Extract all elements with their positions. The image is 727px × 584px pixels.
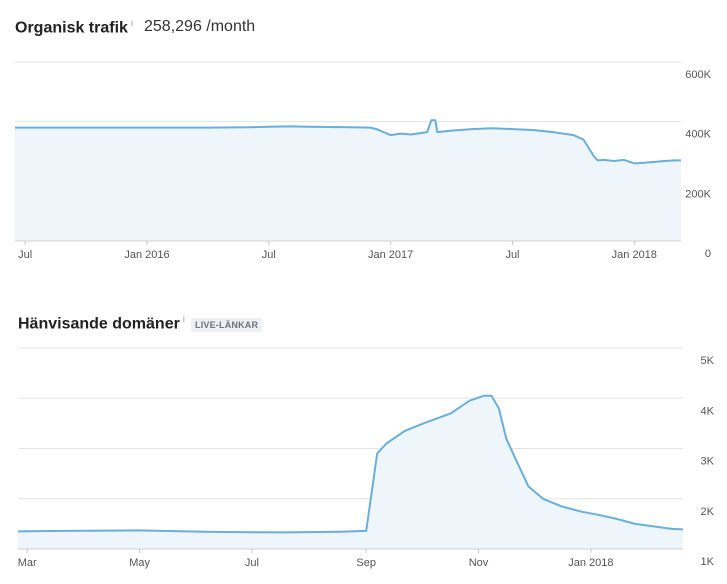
traffic-y-tick-label: 0	[705, 248, 711, 260]
traffic-line[interactable]	[15, 119, 681, 165]
traffic-x-tick-label: Jul	[262, 249, 276, 261]
domains-info-icon[interactable]: i	[182, 314, 185, 324]
traffic-y-tick-label: 400K	[685, 129, 711, 141]
domains-x-tick-label: Mar	[18, 557, 37, 569]
live-links-badge[interactable]: LIVE-LÄNKAR	[191, 318, 263, 332]
domains-x-tick-label: May	[129, 557, 150, 569]
traffic-title-text: Organisk trafik	[15, 19, 128, 37]
traffic-x-tick-label: Jul	[505, 249, 519, 261]
domains-y-tick-label: 4K	[701, 405, 715, 417]
domains-x-tick-label: Sep	[356, 557, 376, 569]
domains-y-tick-label: 3K	[701, 456, 715, 468]
domains-x-tick-label: Jan 2018	[568, 557, 613, 569]
domains-y-tick-label: 5K	[701, 355, 715, 367]
domains-y-tick-label: 1K	[701, 556, 715, 568]
traffic-x-tick-label: Jan 2018	[612, 249, 657, 261]
domains-title-text: Hänvisande domäner	[18, 315, 180, 333]
traffic-x-tick-label: Jan 2016	[124, 249, 169, 261]
traffic-chart: Jul Jan 2016 Jul Jan 2017 Jul Jan 2018 600K 400…	[15, 61, 712, 261]
domains-y-tick-label: 2K	[701, 506, 715, 518]
domains-area	[18, 395, 683, 549]
traffic-metric: 258,296 /month	[144, 18, 256, 35]
domains-x-tick-label: Nov	[469, 557, 489, 569]
traffic-info-icon[interactable]: i	[130, 18, 133, 28]
traffic-title: Organisk trafik i	[15, 18, 133, 37]
traffic-x-tick-label: Jan 2017	[368, 249, 413, 261]
traffic-y-tick-label: 600K	[685, 69, 711, 81]
domains-line[interactable]	[17, 394, 684, 534]
domains-title: Hänvisande domäner i	[18, 314, 185, 333]
domains-x-tick-label: Jul	[245, 557, 259, 569]
traffic-y-tick-label: 200K	[685, 188, 711, 200]
traffic-area	[15, 120, 681, 241]
traffic-x-tick-label: Jul	[18, 249, 32, 261]
